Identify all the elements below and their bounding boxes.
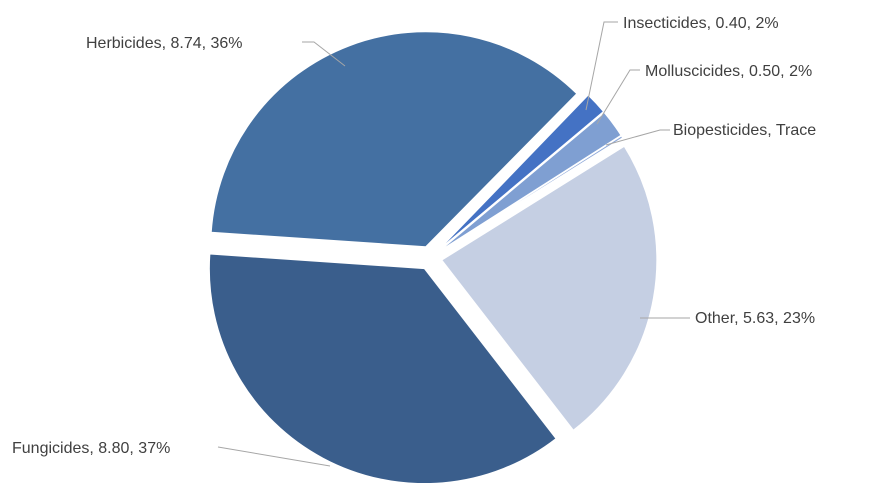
leader-line-molluscicides xyxy=(596,69,640,125)
pie-slice-fungicides xyxy=(208,253,557,483)
data-labels: Insecticides, 0.40, 2% Molluscicides, 0.… xyxy=(12,15,816,457)
data-label-fungicides: Fungicides, 8.80, 37% xyxy=(12,440,170,457)
leader-line-herbicides xyxy=(302,41,346,67)
data-label-biopesticides: Biopesticides, Trace xyxy=(673,122,816,139)
data-label-herbicides: Herbicides, 8.74, 36% xyxy=(86,35,243,52)
pie-slice-other xyxy=(441,145,658,431)
data-label-other: Other, 5.63, 23% xyxy=(695,310,815,327)
leader-line-fungicides xyxy=(217,446,331,467)
leader-line-insecticides xyxy=(585,21,618,111)
pie-slices xyxy=(208,31,658,483)
data-label-insecticides: Insecticides, 0.40, 2% xyxy=(623,15,779,32)
data-label-molluscicides: Molluscicides, 0.50, 2% xyxy=(645,63,812,80)
leader-lines xyxy=(217,21,690,467)
leader-line-biopesticides xyxy=(605,129,670,146)
pie-slice-biopesticides xyxy=(439,135,624,253)
pie-slice-herbicides xyxy=(210,31,578,248)
pie-slice-insecticides xyxy=(438,94,605,251)
